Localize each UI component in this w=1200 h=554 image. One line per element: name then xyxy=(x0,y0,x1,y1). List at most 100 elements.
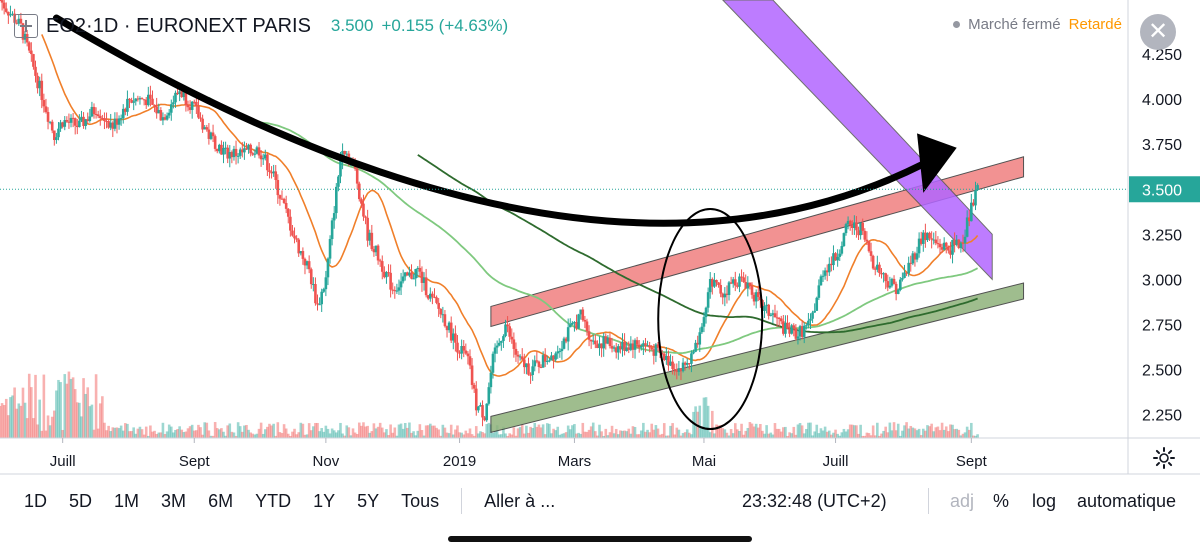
volume-bar xyxy=(176,429,179,438)
volume-bar xyxy=(456,425,459,438)
volume-bar xyxy=(548,423,551,438)
candle-body xyxy=(360,199,363,204)
candle-body xyxy=(527,363,530,375)
volume-bar xyxy=(284,428,288,438)
volume-bar xyxy=(159,432,163,438)
volume-bar xyxy=(274,435,278,438)
adj-toggle[interactable]: adj xyxy=(950,490,975,511)
volume-bar xyxy=(761,430,764,438)
clock-label[interactable]: 23:32:48 (UTC+2) xyxy=(742,490,887,511)
volume-bar xyxy=(0,403,4,438)
candle-body xyxy=(748,282,752,286)
symbol-label[interactable]: EO2·1D · EURONEXT PARIS xyxy=(46,14,311,37)
candle-body xyxy=(850,225,854,228)
volume-bar xyxy=(744,430,748,438)
candle-body xyxy=(652,349,656,356)
range-all[interactable]: Tous xyxy=(401,490,440,511)
volume-bar xyxy=(972,435,975,438)
volume-bar xyxy=(652,429,656,438)
volume-bar xyxy=(545,423,549,438)
candle-body xyxy=(698,332,702,345)
volume-bar xyxy=(109,431,113,438)
candle-body xyxy=(665,355,668,360)
range-6m[interactable]: 6M xyxy=(208,490,234,511)
gear-icon[interactable] xyxy=(1152,446,1176,470)
candle-body xyxy=(140,98,144,100)
candle-body xyxy=(144,99,148,106)
volume-bar xyxy=(817,433,821,438)
candle-body xyxy=(429,293,432,299)
candle-body xyxy=(40,80,44,101)
candle-body xyxy=(738,276,741,287)
volume-bar xyxy=(266,426,269,438)
volume-bar xyxy=(702,397,706,438)
last-price-marker xyxy=(1129,176,1200,203)
volume-bar xyxy=(694,406,697,438)
range-1y[interactable]: 1Y xyxy=(313,490,336,511)
volume-bar xyxy=(731,433,735,438)
range-1m[interactable]: 1M xyxy=(114,490,140,511)
volume-bar xyxy=(711,410,714,438)
range-ytd[interactable]: YTD xyxy=(255,490,292,511)
range-3m[interactable]: 3M xyxy=(161,490,187,511)
volume-bar xyxy=(410,432,413,438)
volume-bar xyxy=(278,432,282,438)
candle-body xyxy=(228,152,232,159)
auto-scale-toggle[interactable]: automatique xyxy=(1077,490,1177,511)
candle-body xyxy=(25,33,29,43)
volume-bar xyxy=(335,432,338,438)
volume-bar xyxy=(819,428,823,438)
volume-bar xyxy=(395,435,399,438)
range-1d[interactable]: 1D xyxy=(24,490,48,511)
volume-bar xyxy=(535,426,539,438)
volume-bar xyxy=(706,405,710,438)
volume-bar xyxy=(752,426,756,438)
candle-body xyxy=(944,242,948,247)
candle-body xyxy=(629,343,633,350)
volume-bar xyxy=(32,418,35,438)
range-5d[interactable]: 5D xyxy=(69,490,93,511)
candle-body xyxy=(886,281,890,288)
candle-body xyxy=(420,271,424,283)
candle-body xyxy=(73,118,77,126)
percent-toggle[interactable]: % xyxy=(993,490,1010,511)
volume-bar xyxy=(57,379,60,438)
candle-body xyxy=(195,101,198,107)
price-tick-label: 2.750 xyxy=(1142,317,1182,334)
volume-bar xyxy=(512,427,516,438)
volume-bar xyxy=(144,426,148,438)
volume-bar xyxy=(9,397,12,438)
volume-bar xyxy=(115,427,119,438)
volume-bar xyxy=(790,433,793,438)
candle-body xyxy=(821,275,825,277)
volume-bar xyxy=(103,422,106,438)
volume-bar xyxy=(905,422,908,438)
candle-body xyxy=(186,105,190,108)
candle-body xyxy=(888,285,892,288)
candle-body xyxy=(456,342,459,353)
volume-bar xyxy=(247,429,250,438)
volume-bar xyxy=(840,432,844,438)
volume-bar xyxy=(907,428,910,438)
candle-body xyxy=(723,293,727,298)
candle-body xyxy=(531,366,534,376)
candle-body xyxy=(550,355,553,361)
candle-body xyxy=(130,99,133,103)
candle-body xyxy=(96,114,100,117)
candle-body xyxy=(32,54,35,67)
candle-body xyxy=(326,258,330,278)
compare-plus-icon[interactable] xyxy=(14,14,38,38)
close-icon[interactable]: ✕ xyxy=(1140,14,1176,50)
volume-bar xyxy=(213,422,217,438)
candle-body xyxy=(132,101,135,103)
candle-body xyxy=(899,279,902,291)
log-toggle[interactable]: log xyxy=(1032,490,1057,511)
volume-bar xyxy=(121,430,125,438)
candle-body xyxy=(600,343,603,349)
volume-bar xyxy=(842,428,846,438)
range-5y[interactable]: 5Y xyxy=(357,490,380,511)
candle-body xyxy=(414,269,417,279)
goto-date-button[interactable]: Aller à ... xyxy=(484,490,556,511)
candle-body xyxy=(545,360,549,362)
